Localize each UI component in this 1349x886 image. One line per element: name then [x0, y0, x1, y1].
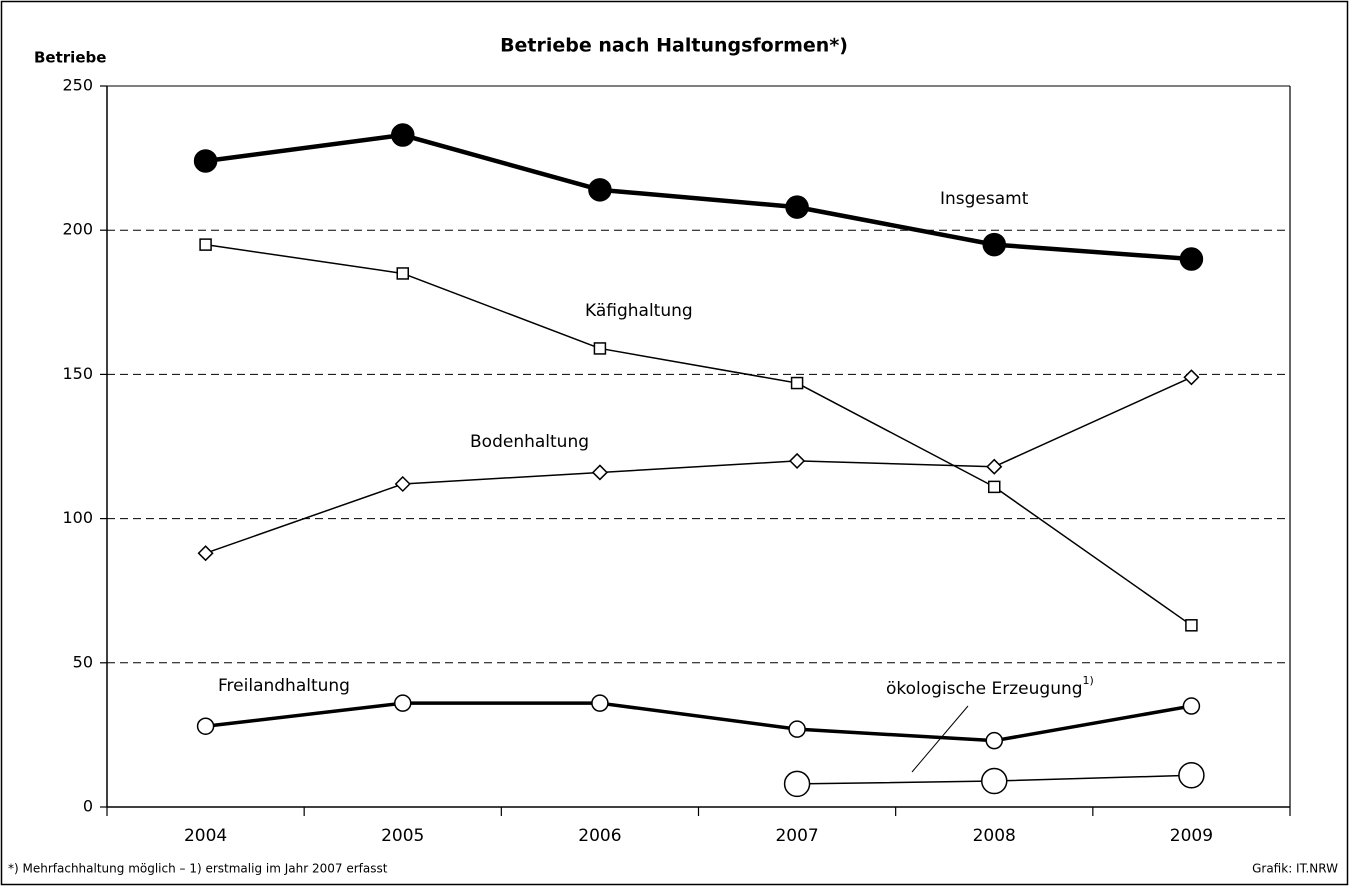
series-label: Bodenhaltung	[470, 432, 589, 452]
y-axis-label: Betriebe	[34, 49, 106, 67]
marker	[785, 195, 809, 219]
series-name: Freilandhaltung	[218, 676, 350, 696]
y-tick-label: 0	[83, 797, 93, 816]
y-tick-label: 250	[62, 76, 93, 95]
marker	[391, 123, 415, 147]
marker	[394, 694, 412, 712]
series-name: Bodenhaltung	[470, 432, 589, 452]
marker	[988, 480, 1001, 494]
series-label: Freilandhaltung	[218, 676, 350, 696]
marker	[985, 731, 1003, 750]
marker	[789, 452, 806, 469]
marker	[196, 717, 215, 735]
series-line	[205, 701, 1192, 743]
marker	[1183, 369, 1200, 386]
marker	[591, 464, 608, 481]
marker	[197, 545, 214, 562]
x-tick-label: 2006	[578, 826, 621, 846]
marker	[1182, 697, 1201, 715]
series-label: ökologische Erzeugung1)	[886, 674, 1094, 699]
marker	[783, 770, 811, 798]
series-name: Insgesamt	[940, 189, 1029, 209]
marker	[593, 342, 607, 355]
marker	[986, 458, 1003, 475]
y-tick-label: 150	[62, 364, 93, 383]
y-tick-label: 50	[73, 652, 93, 671]
series-name: ökologische Erzeugung	[886, 679, 1083, 699]
x-tick-label: 2007	[775, 826, 818, 846]
x-tick-label: 2009	[1170, 826, 1213, 846]
series-line	[205, 376, 1192, 554]
x-tick-label: 2008	[973, 826, 1016, 846]
x-tick-label: 2005	[381, 826, 424, 846]
marker	[193, 149, 218, 173]
marker	[1179, 247, 1204, 271]
marker	[1185, 619, 1198, 632]
series-line	[205, 243, 1192, 626]
y-tick-label: 100	[62, 508, 93, 527]
source: Grafik: IT.NRW	[1252, 862, 1338, 876]
series-name: Käfighaltung	[585, 301, 693, 321]
series-label: Käfighaltung	[585, 301, 693, 321]
series-label: Insgesamt	[940, 189, 1029, 209]
marker	[982, 232, 1006, 257]
series-name-superscript: 1)	[1083, 674, 1094, 687]
marker	[588, 178, 612, 202]
footnote: *) Mehrfachhaltung möglich – 1) erstmali…	[8, 862, 388, 876]
marker	[394, 475, 411, 493]
marker	[591, 694, 609, 712]
y-tick-label: 200	[62, 220, 93, 239]
marker	[788, 720, 806, 738]
chart-title: Betriebe nach Haltungsformen*)	[500, 35, 848, 57]
marker	[199, 238, 212, 251]
marker	[1178, 762, 1205, 789]
marker	[790, 376, 804, 390]
series-line	[205, 132, 1192, 262]
marker	[981, 767, 1008, 795]
marker	[396, 267, 409, 280]
x-tick-label: 2004	[184, 826, 227, 846]
